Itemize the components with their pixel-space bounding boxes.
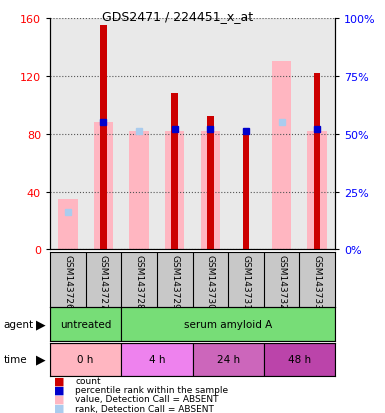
Bar <box>50 308 121 341</box>
Bar <box>94 123 113 250</box>
Bar <box>157 19 192 250</box>
Text: rank, Detection Call = ABSENT: rank, Detection Call = ABSENT <box>75 404 214 413</box>
Text: 4 h: 4 h <box>149 354 165 364</box>
Bar <box>165 131 184 250</box>
Text: ■: ■ <box>54 394 64 404</box>
Text: ■: ■ <box>54 385 64 395</box>
Text: count: count <box>75 376 101 385</box>
Text: 24 h: 24 h <box>216 354 240 364</box>
Bar <box>171 94 178 250</box>
Bar <box>58 199 78 250</box>
Text: GSM143733: GSM143733 <box>313 255 321 309</box>
Bar <box>121 343 192 376</box>
Bar <box>50 343 121 376</box>
Bar <box>228 19 264 250</box>
Text: GDS2471 / 224451_x_at: GDS2471 / 224451_x_at <box>102 10 253 23</box>
Bar <box>307 131 327 250</box>
Bar <box>314 74 320 250</box>
Text: agent: agent <box>4 319 34 329</box>
Bar <box>100 26 107 250</box>
Text: GSM143726: GSM143726 <box>64 255 72 309</box>
Text: GSM143732: GSM143732 <box>277 255 286 309</box>
Text: ▶: ▶ <box>35 353 45 366</box>
Text: GSM143731: GSM143731 <box>241 255 250 309</box>
Bar <box>50 19 85 250</box>
Bar <box>264 343 335 376</box>
Bar <box>192 343 264 376</box>
Text: GSM143730: GSM143730 <box>206 255 215 309</box>
Text: GSM143728: GSM143728 <box>135 255 144 309</box>
Text: ■: ■ <box>54 376 64 386</box>
Text: ▶: ▶ <box>35 318 45 331</box>
Text: 0 h: 0 h <box>77 354 94 364</box>
Text: ■: ■ <box>54 403 64 413</box>
Text: value, Detection Call = ABSENT: value, Detection Call = ABSENT <box>75 394 219 404</box>
Bar <box>272 62 291 250</box>
Bar <box>201 131 220 250</box>
Bar <box>85 19 121 250</box>
Bar <box>192 19 228 250</box>
Text: GSM143729: GSM143729 <box>170 255 179 309</box>
Bar <box>264 19 300 250</box>
Text: percentile rank within the sample: percentile rank within the sample <box>75 385 228 394</box>
Text: time: time <box>4 354 27 364</box>
Bar <box>243 131 249 250</box>
Bar <box>300 19 335 250</box>
Text: serum amyloid A: serum amyloid A <box>184 319 272 329</box>
Text: untreated: untreated <box>60 319 111 329</box>
Text: 48 h: 48 h <box>288 354 311 364</box>
Bar <box>121 19 157 250</box>
Text: GSM143727: GSM143727 <box>99 255 108 309</box>
Bar <box>129 131 149 250</box>
Bar <box>207 117 214 250</box>
Bar <box>121 308 335 341</box>
